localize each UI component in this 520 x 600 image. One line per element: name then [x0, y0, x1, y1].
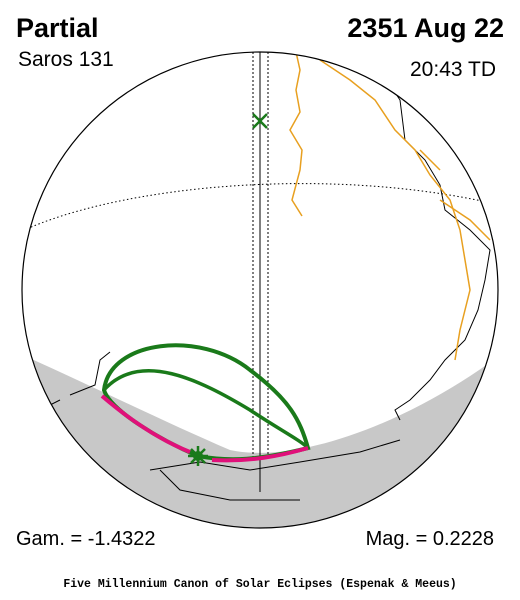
sub-solar-point: [252, 113, 268, 129]
saros: Saros 131: [18, 48, 114, 71]
magnitude: Mag. = 0.2228: [366, 528, 494, 550]
gamma: Gam. = -1.4322: [16, 528, 156, 550]
coastline: [289, 52, 303, 217]
coastline: [379, 69, 491, 421]
globe-contents: [22, 52, 498, 528]
credit: Five Millennium Canon of Solar Eclipses …: [63, 578, 456, 591]
greatest-eclipse-dot: [193, 451, 203, 461]
sunrise-sunset-curve: [100, 394, 309, 463]
eclipse-type: Partial: [16, 13, 99, 43]
globe-outline: [21, 51, 499, 529]
penumbra-limit: [102, 368, 310, 450]
time: 20:43 TD: [410, 58, 496, 81]
date: 2351 Aug 22: [347, 13, 504, 43]
coastline: [319, 59, 491, 361]
